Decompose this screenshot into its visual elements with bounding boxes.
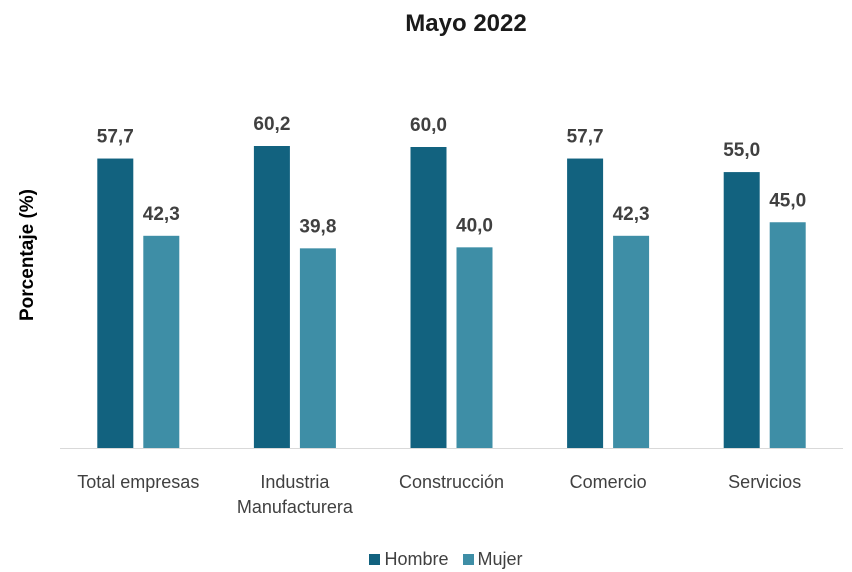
category-label-2-0: Construcción (399, 472, 504, 492)
bar-mujer-0 (143, 235, 180, 448)
category-label-1-0: Industria (260, 472, 330, 492)
data-label-mujer-0: 42,3 (143, 204, 180, 225)
legend-swatch-hombre (369, 554, 381, 565)
bar-mujer-3 (613, 235, 650, 448)
data-label-mujer-4: 45,0 (769, 190, 806, 211)
data-label-mujer-2: 40,0 (456, 215, 493, 236)
legend-item-hombre: Hombre (369, 549, 449, 570)
data-label-mujer-1: 39,8 (299, 216, 336, 237)
category-label-0-0: Total empresas (77, 472, 199, 492)
category-label-3-0: Comercio (570, 472, 647, 492)
legend: Hombre Mujer (0, 549, 852, 570)
bar-hombre-3 (567, 158, 604, 448)
bar-hombre-1 (253, 146, 290, 448)
bar-mujer-1 (299, 248, 336, 448)
legend-item-mujer: Mujer (462, 549, 523, 570)
data-label-hombre-0: 57,7 (97, 127, 134, 148)
data-label-mujer-3: 42,3 (613, 204, 650, 225)
bar-hombre-4 (723, 172, 760, 449)
legend-swatch-mujer (462, 554, 474, 565)
data-label-hombre-3: 57,7 (567, 127, 604, 148)
bar-hombre-2 (410, 147, 447, 448)
legend-label-mujer: Mujer (477, 549, 523, 569)
bar-mujer-4 (769, 222, 806, 448)
bar-hombre-0 (97, 158, 134, 448)
chart-title: Mayo 2022 (405, 10, 527, 37)
data-label-hombre-2: 60,0 (410, 115, 447, 136)
category-label-4-0: Servicios (728, 472, 801, 492)
bar-mujer-2 (456, 247, 493, 448)
data-label-hombre-4: 55,0 (723, 140, 760, 161)
category-label-1-1: Manufacturera (237, 497, 354, 517)
data-label-hombre-1: 60,2 (253, 114, 290, 135)
legend-label-hombre: Hombre (384, 549, 449, 569)
